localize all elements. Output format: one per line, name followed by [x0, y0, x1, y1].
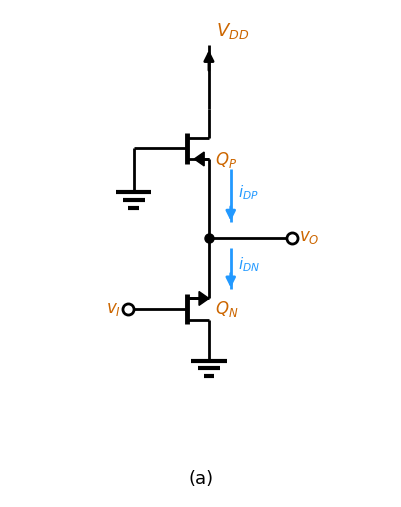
Text: $i_{DP}$: $i_{DP}$: [237, 183, 258, 202]
Text: $v_O$: $v_O$: [299, 229, 319, 246]
Polygon shape: [194, 152, 204, 166]
Text: $v_I$: $v_I$: [105, 301, 120, 317]
Text: $Q_N$: $Q_N$: [215, 299, 238, 319]
Polygon shape: [198, 292, 209, 305]
Text: $Q_P$: $Q_P$: [215, 151, 236, 170]
Text: (a): (a): [188, 470, 213, 488]
Text: $i_{DN}$: $i_{DN}$: [237, 256, 259, 274]
Text: $V_{DD}$: $V_{DD}$: [215, 21, 249, 41]
